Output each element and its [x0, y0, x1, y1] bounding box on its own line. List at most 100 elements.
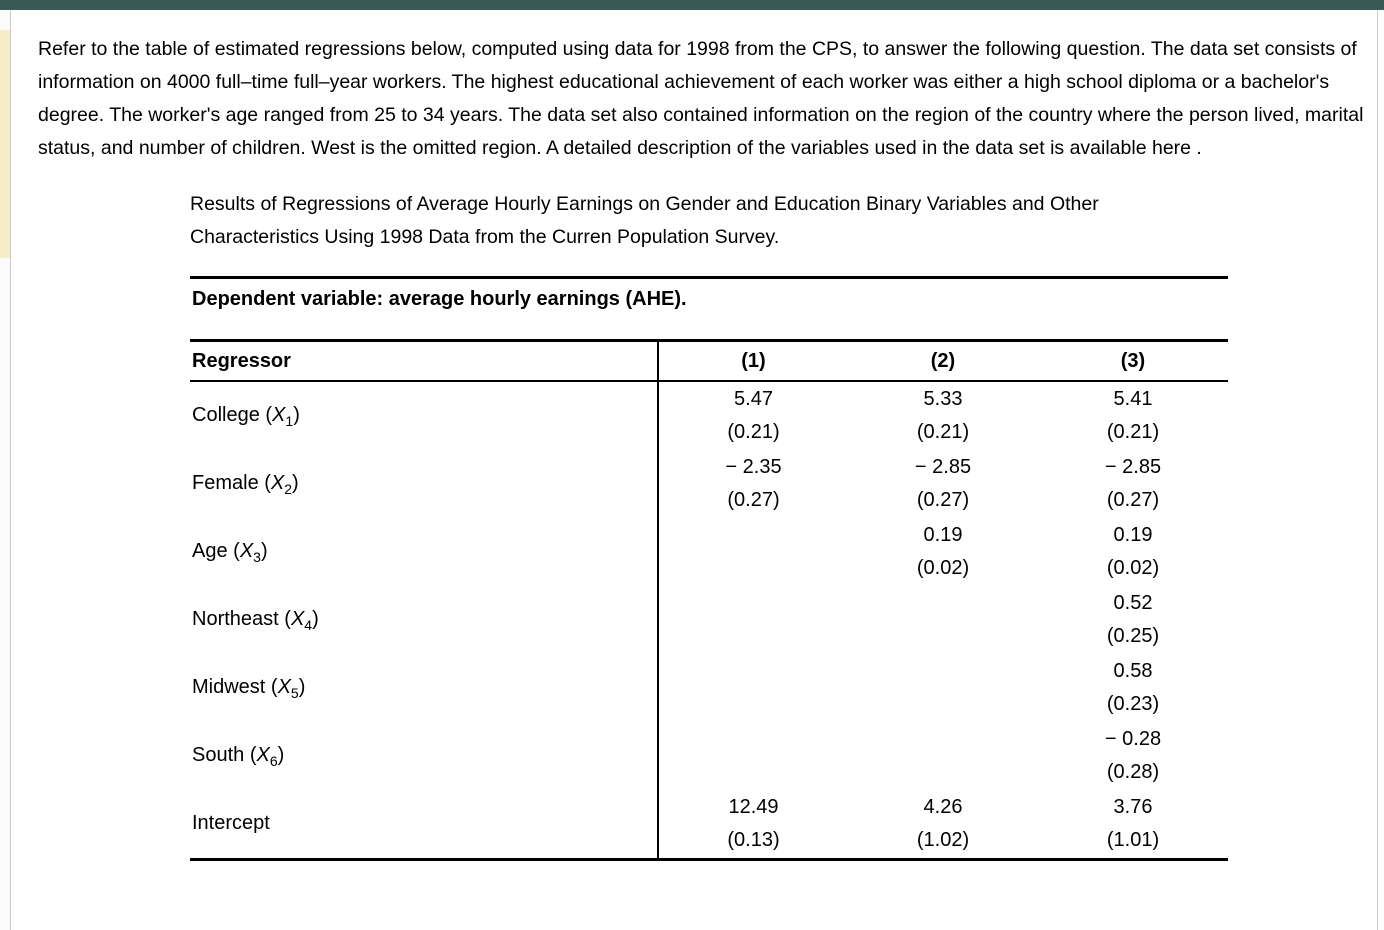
regressor-subscript: 3 — [253, 548, 261, 565]
regressor-text: Age ( — [192, 539, 240, 562]
coef-cell — [657, 722, 848, 790]
coef-cell: 0.52 (0.25) — [1038, 586, 1228, 654]
left-margin-strip — [0, 10, 11, 930]
regressor-label: Midwest (X5) — [190, 654, 658, 722]
coefficient — [659, 519, 848, 552]
std-error: (0.21) — [916, 421, 970, 443]
coef-cell: 5.47 (0.21) — [657, 381, 848, 450]
table-row: Female (X2) − 2.35 (0.27) − 2.85 (0.27) − … — [190, 450, 1228, 518]
coef-cell: 0.58 (0.23) — [1038, 654, 1228, 722]
coef-cell: − 0.28 (0.28) — [1038, 722, 1228, 790]
header-row: Regressor (1) (2) (3) — [190, 342, 1228, 382]
coefficient: 5.33 — [923, 388, 963, 410]
regressor-variable: X — [272, 403, 286, 426]
coefficient: 5.41 — [1113, 388, 1153, 410]
regressor-subscript: 2 — [284, 480, 293, 497]
std-error — [659, 620, 848, 653]
here-link[interactable]: here — [1151, 137, 1191, 159]
coefficient: 0.52 — [1113, 592, 1153, 614]
regressor-label: Northeast (X4) — [190, 586, 658, 654]
regressor-subscript: 5 — [290, 684, 299, 701]
regressor-label: Age (X3) — [190, 518, 658, 586]
coef-cell: 5.41 (0.21) — [1038, 381, 1228, 450]
regressor-variable: X — [256, 743, 270, 766]
regressor-text: Female ( — [192, 471, 271, 494]
table-row: Intercept 12.49 (0.13) 4.26 (1.02) 3.76 (1.… — [190, 790, 1228, 860]
dependent-variable-header: Dependent variable: average hourly earni… — [190, 276, 1228, 342]
header-col-2: (2) — [848, 342, 1038, 382]
table-row: Age (X3) 0.19 (0.02) 0.19 (0.02) — [190, 518, 1228, 586]
regressor-close: ) — [298, 675, 306, 698]
regressor-variable: X — [290, 607, 305, 630]
std-error: (0.25) — [1106, 625, 1160, 647]
coefficient — [659, 723, 848, 756]
std-error: (0.27) — [916, 489, 970, 511]
table-caption: Results of Regressions of Average Hourly… — [190, 193, 1099, 248]
regression-table: Regressor (1) (2) (3) College (X1) 5.47(… — [190, 342, 1228, 861]
std-error: (0.02) — [1106, 557, 1160, 579]
table-row: South (X6) − 0.28 (0.28) — [190, 722, 1228, 790]
question-intro: Refer to the table of estimated regressi… — [38, 33, 1376, 165]
std-error — [848, 620, 1038, 653]
regressor-text: Northeast ( — [192, 607, 291, 630]
coefficient: 12.49 — [728, 796, 779, 818]
std-error — [848, 756, 1038, 789]
coef-cell: 5.33 (0.21) — [848, 381, 1038, 450]
table-row: College (X1) 5.47 (0.21) 5.33 (0.21) 5.41 (… — [190, 381, 1228, 450]
coefficient — [848, 587, 1038, 620]
regressor-label: South (X6) — [190, 722, 658, 790]
regressor-subscript: 4 — [304, 616, 313, 633]
std-error: (0.28) — [1106, 761, 1160, 783]
left-margin-highlight — [0, 30, 10, 258]
header-regressor: Regressor — [190, 342, 658, 382]
coef-cell — [848, 654, 1038, 722]
coef-cell: 0.19 (0.02) — [848, 518, 1038, 586]
coefficient: 4.26 — [923, 796, 963, 818]
coef-cell: 0.19 (0.02) — [1038, 518, 1228, 586]
coef-cell: 12.49 (0.13) — [657, 790, 848, 860]
regressor-variable: X — [277, 675, 291, 698]
regressor-text: South ( — [192, 743, 257, 766]
coefficient: 0.58 — [1113, 660, 1153, 682]
regressor-text: College ( — [192, 403, 273, 426]
std-error — [659, 688, 848, 721]
table-row: Midwest (X5) 0.58 (0.23) — [190, 654, 1228, 722]
coefficient: 0.19 — [923, 524, 963, 546]
coef-cell — [657, 518, 848, 586]
regressor-subscript: 1 — [285, 412, 294, 429]
regressor-close: ) — [293, 403, 300, 426]
coefficient: − 2.85 — [1104, 456, 1162, 478]
coef-cell — [657, 654, 848, 722]
std-error: (0.13) — [727, 829, 780, 851]
regressor-variable: X — [270, 471, 285, 494]
coef-cell: − 2.35 (0.27) — [657, 450, 848, 518]
coefficient: − 2.35 — [725, 456, 782, 478]
coefficient — [848, 655, 1038, 688]
regressor-text: Midwest ( — [192, 675, 278, 698]
std-error: (1.02) — [916, 829, 970, 851]
std-error — [659, 552, 848, 585]
regressor-close: ) — [312, 607, 319, 630]
coefficient — [848, 723, 1038, 756]
std-error: (0.27) — [1106, 489, 1160, 511]
coef-cell: 4.26 (1.02) — [848, 790, 1038, 860]
regressor-subscript: 6 — [269, 752, 278, 769]
std-error — [659, 756, 848, 789]
intro-text: Refer to the table of estimated regressi… — [38, 38, 1364, 159]
content-area: Refer to the table of estimated regressi… — [11, 10, 1384, 861]
coefficient: 5.47 — [734, 388, 773, 410]
coefficient: 0.19 — [1113, 524, 1153, 546]
table-row: Northeast (X4) 0.52 (0.25) — [190, 586, 1228, 654]
coef-cell — [848, 586, 1038, 654]
std-error: (1.01) — [1106, 829, 1160, 851]
coef-cell: 3.76 (1.01) — [1038, 790, 1228, 860]
regressor-label: Female (X2) — [190, 450, 658, 518]
header-col-3: (3) — [1038, 342, 1228, 382]
coef-cell — [848, 722, 1038, 790]
std-error: (0.21) — [1106, 421, 1160, 443]
coefficient — [659, 655, 848, 688]
regression-table-area: Dependent variable: average hourly earni… — [190, 276, 1228, 861]
regressor-label: College (X1) — [190, 381, 658, 450]
coef-cell: − 2.85 (0.27) — [848, 450, 1038, 518]
